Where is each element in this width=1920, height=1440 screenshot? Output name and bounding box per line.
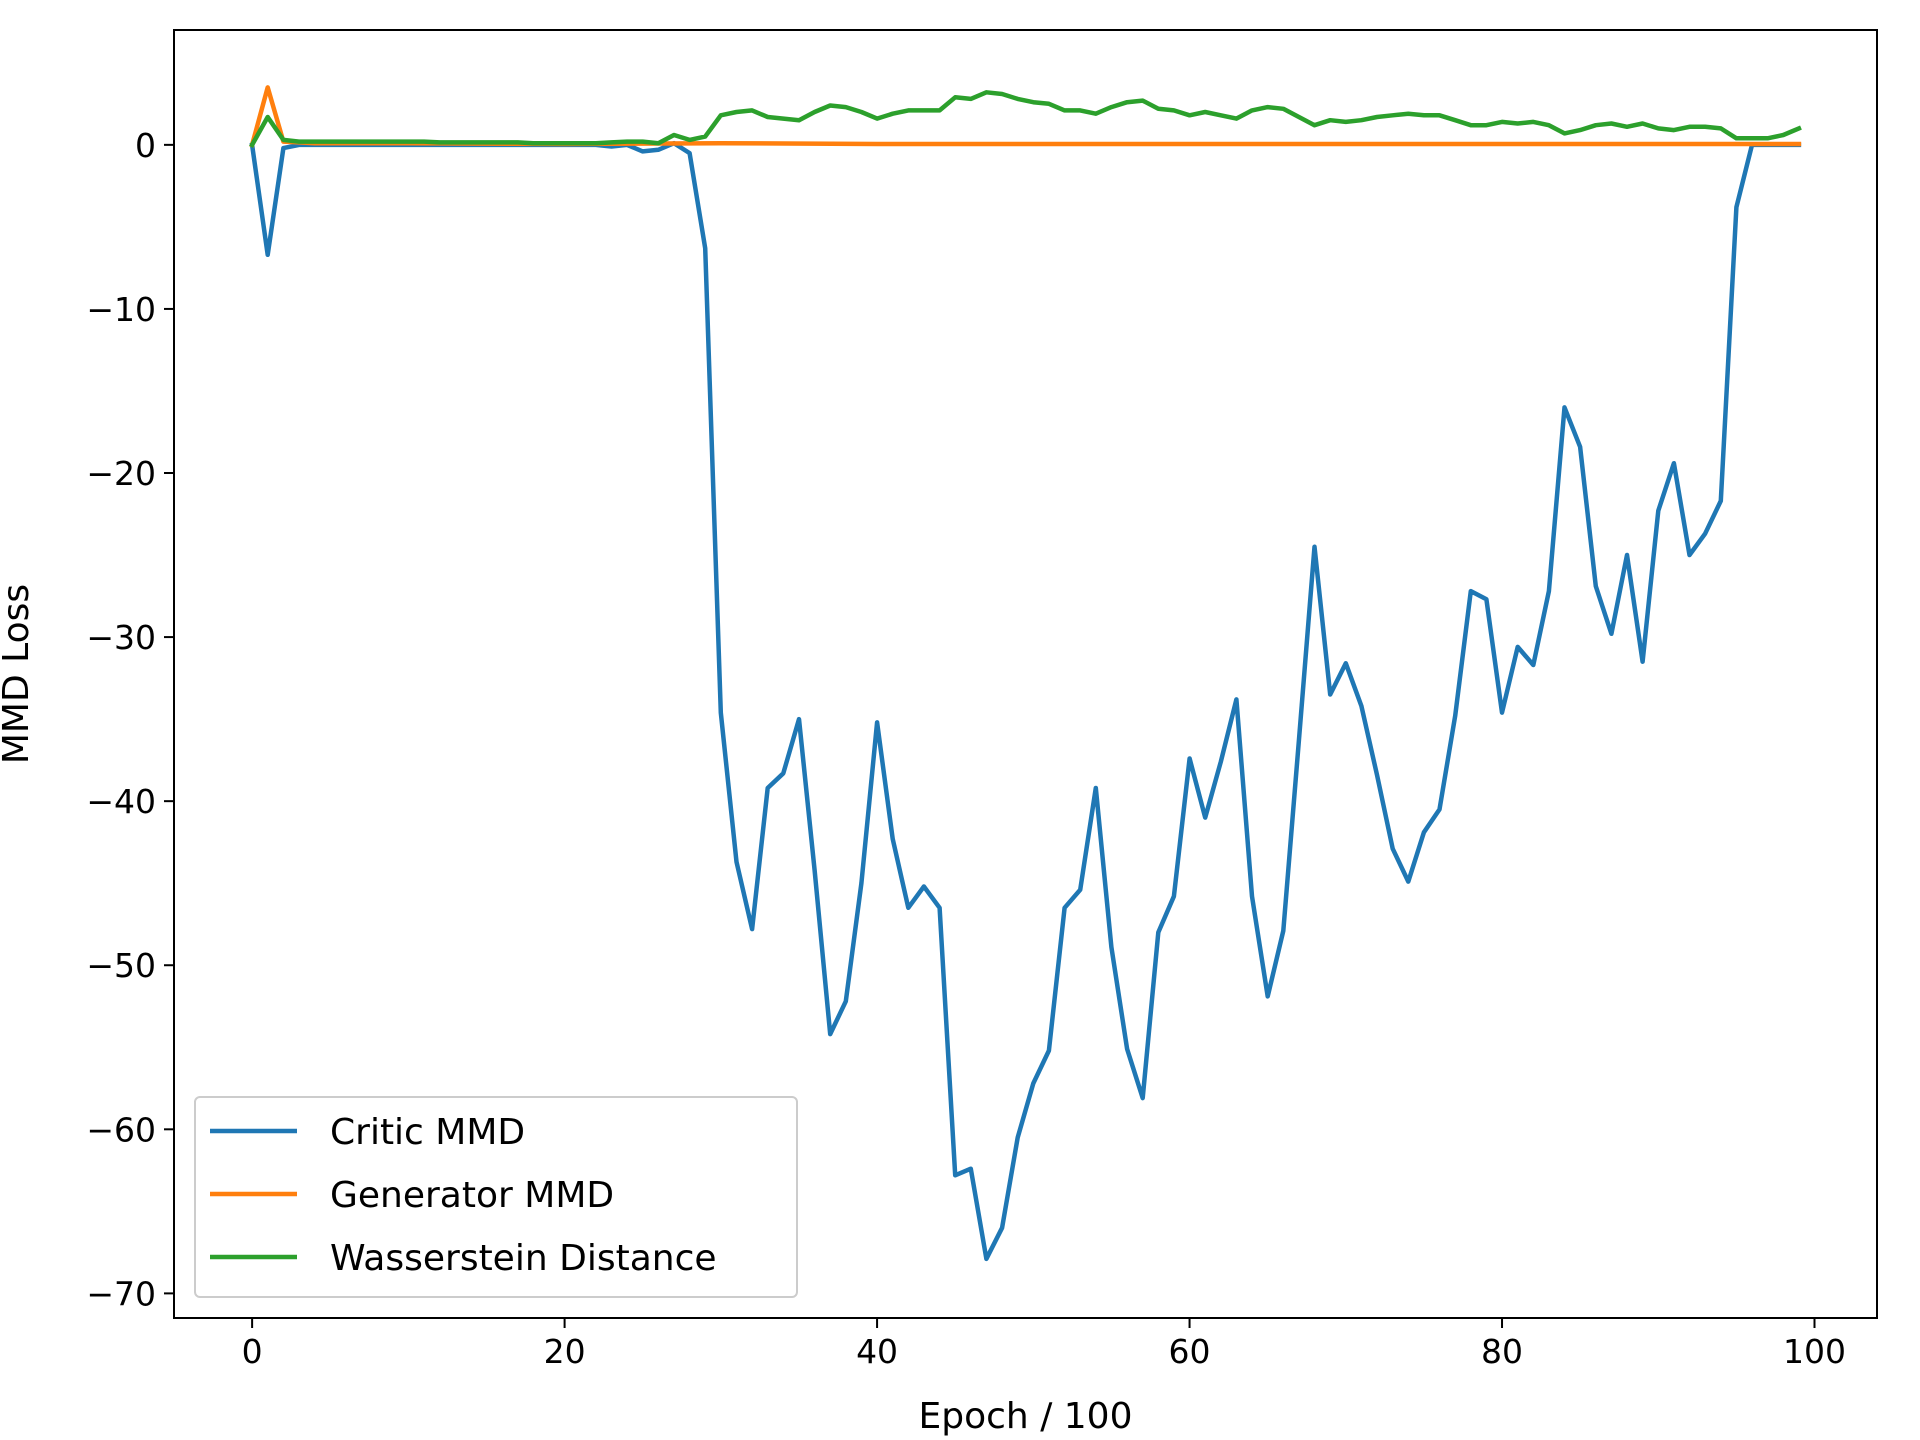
- x-tick-label: 20: [544, 1332, 586, 1371]
- y-tick-label: −10: [86, 290, 156, 329]
- legend-label-critic-mmd: Critic MMD: [330, 1112, 525, 1153]
- x-tick-label: 40: [856, 1332, 898, 1371]
- y-tick-label: −50: [86, 946, 156, 985]
- legend-label-generator-mmd: Generator MMD: [330, 1175, 614, 1216]
- x-tick-label: 0: [242, 1332, 263, 1371]
- y-tick-label: −20: [86, 454, 156, 493]
- x-tick-label: 80: [1481, 1332, 1523, 1371]
- y-tick-label: 0: [135, 126, 156, 165]
- plot-frame: [173, 29, 1878, 1319]
- legend-label-wasserstein-distance: Wasserstein Distance: [330, 1238, 717, 1279]
- legend-box: [194, 1096, 798, 1298]
- x-tick-label: 100: [1783, 1332, 1846, 1371]
- y-tick-label: −60: [86, 1110, 156, 1149]
- y-axis-ticks: 0 −10 −20 −30 −40 −50 −60 −70: [86, 126, 174, 1313]
- y-tick-label: −30: [86, 618, 156, 657]
- series-line-wasserstein-distance: [249, 90, 1802, 148]
- y-tick-label: −40: [86, 782, 156, 821]
- y-axis-label: MMD Loss: [0, 584, 37, 764]
- y-tick-label: −70: [86, 1274, 156, 1313]
- series-layer: [249, 85, 1802, 1262]
- x-axis-label: Epoch / 100: [919, 1396, 1133, 1437]
- x-axis-ticks: 0 20 40 60 80 100: [242, 1318, 1846, 1371]
- x-tick-label: 60: [1169, 1332, 1211, 1371]
- legend: Critic MMD Generator MMD Wasserstein Dis…: [194, 1096, 798, 1298]
